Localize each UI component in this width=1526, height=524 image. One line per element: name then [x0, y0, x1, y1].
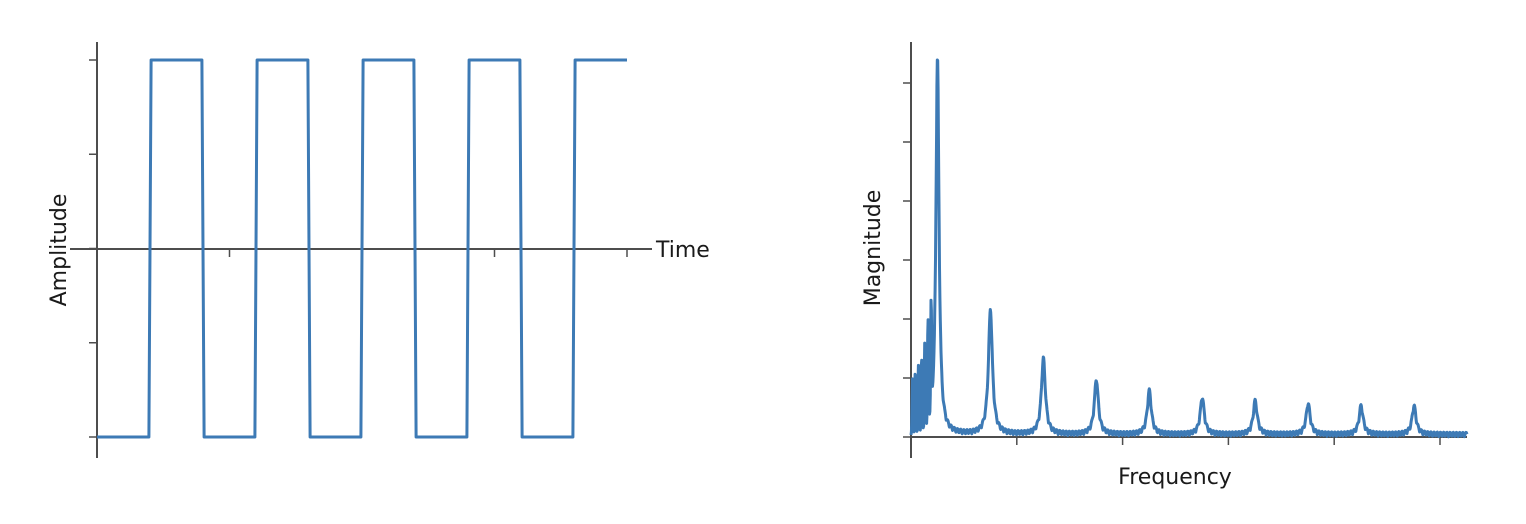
y-ticks-right	[903, 82, 911, 438]
x-ticks-right	[910, 437, 1441, 445]
x-axis-label-left: Time	[655, 238, 710, 263]
spectrum-line	[909, 58, 1469, 439]
x-axis-label-right: Frequency	[1118, 465, 1232, 490]
y-ticks-left	[89, 59, 97, 438]
y-axis-label-left: Amplitude	[47, 194, 72, 307]
spectrum-chart: Frequency Magnitude	[861, 42, 1469, 490]
square-wave-line	[97, 58, 627, 439]
y-axis-label-right: Magnitude	[861, 190, 886, 307]
square-wave-chart: Time Amplitude	[47, 42, 710, 458]
